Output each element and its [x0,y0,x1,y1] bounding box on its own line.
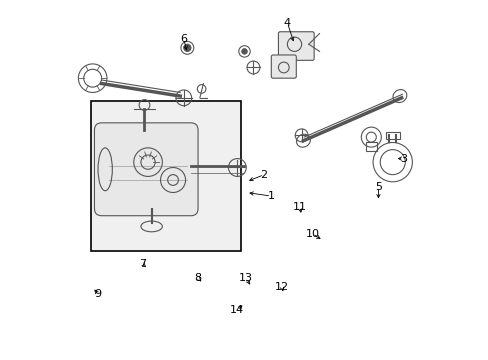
Text: 12: 12 [274,282,288,292]
Text: 2: 2 [260,170,267,180]
Circle shape [183,44,190,51]
Text: 8: 8 [194,273,201,283]
Bar [385,132,399,139]
FancyBboxPatch shape [94,123,198,216]
Text: 5: 5 [374,182,381,192]
Text: 9: 9 [94,289,102,299]
Text: 14: 14 [230,305,244,315]
FancyBboxPatch shape [278,32,313,60]
Text: 6: 6 [180,34,187,44]
Text: 3: 3 [399,154,406,163]
Text: 10: 10 [305,229,319,239]
Text: 1: 1 [267,191,274,201]
Circle shape [241,49,247,54]
Text: 4: 4 [283,18,290,28]
FancyBboxPatch shape [271,55,296,78]
Bar [365,143,376,152]
Text: 7: 7 [139,259,146,269]
Text: 11: 11 [292,202,306,212]
FancyBboxPatch shape [91,102,241,251]
Text: 13: 13 [239,273,253,283]
